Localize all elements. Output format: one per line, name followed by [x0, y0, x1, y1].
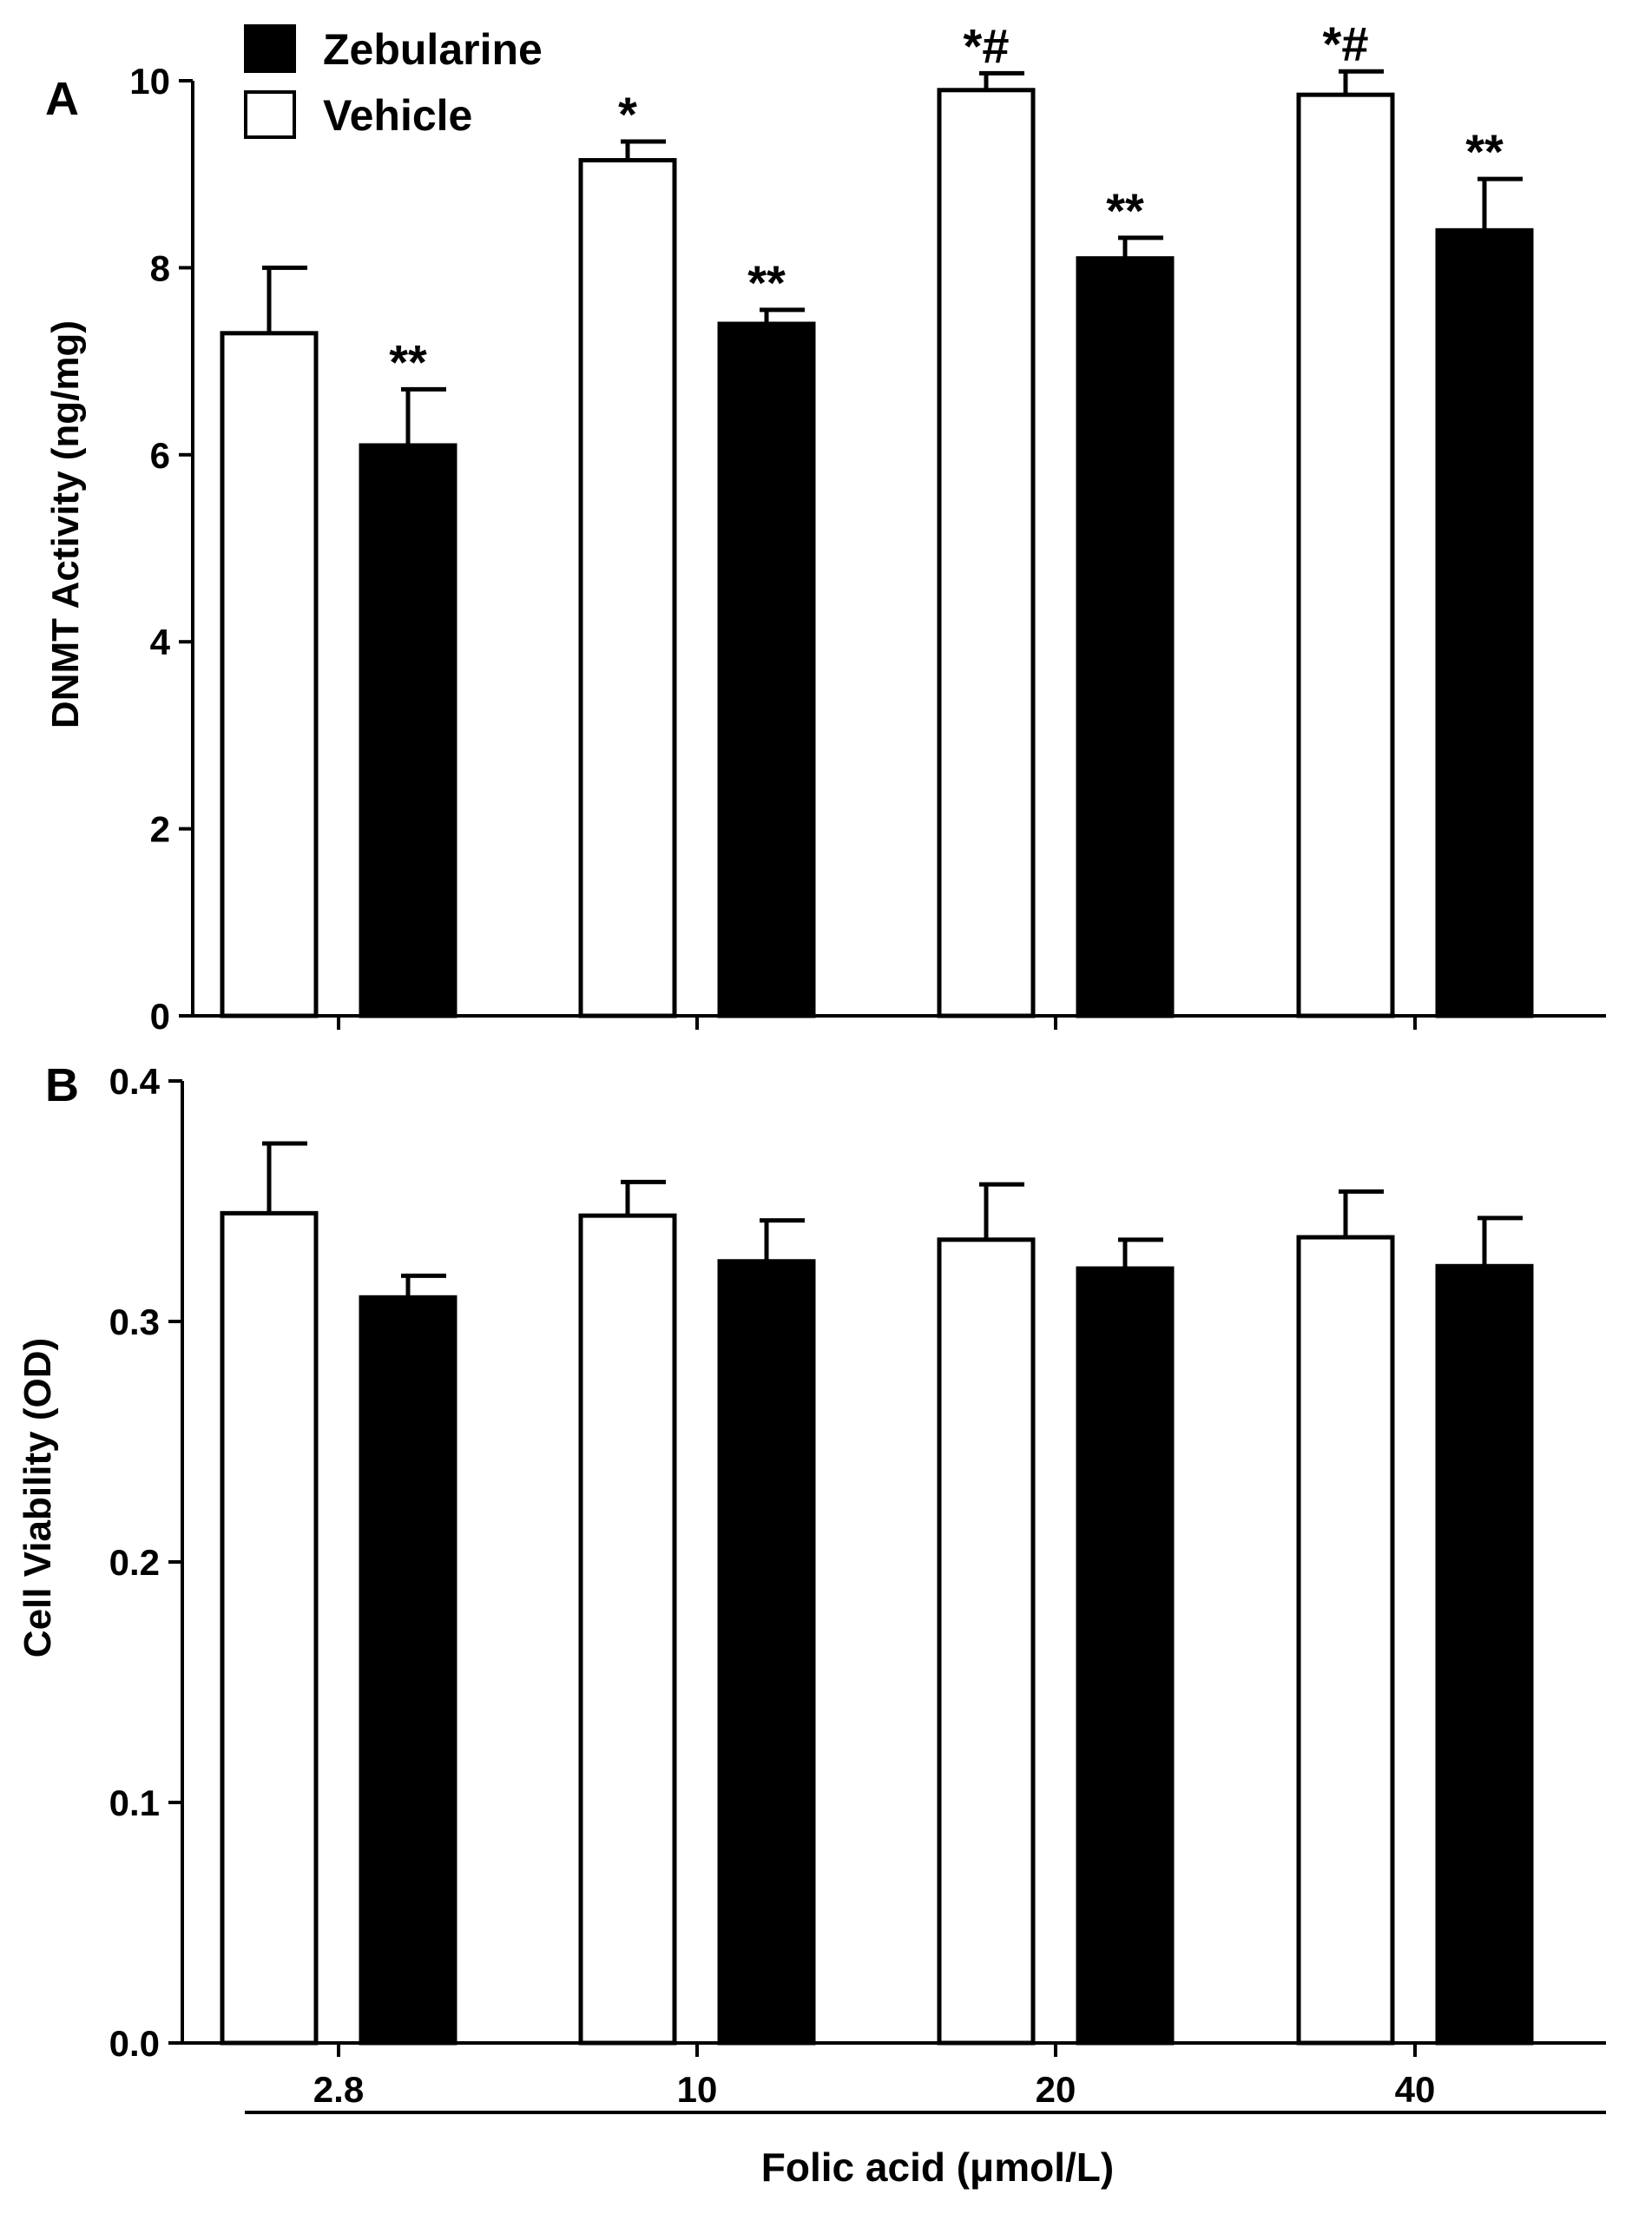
y-tick-label: 10 [129, 61, 170, 102]
significance-label: ** [1106, 183, 1144, 238]
x-tick-label: 20 [1036, 2069, 1076, 2110]
significance-label: *# [1323, 16, 1369, 71]
significance-label: ** [389, 334, 427, 389]
bar-zebularine [717, 1259, 816, 2046]
y-tick-label: 0.0 [109, 2023, 160, 2064]
bar-vehicle [937, 1237, 1036, 2046]
y-tick-label: 0.2 [109, 1542, 160, 1583]
bar-vehicle [1296, 92, 1395, 1018]
y-tick-label: 2 [150, 809, 170, 850]
x-tick-label: 2.8 [313, 2069, 364, 2110]
legend-label-vehicle: Vehicle [323, 91, 472, 140]
bar-zebularine [1076, 256, 1175, 1018]
bar-vehicle [937, 88, 1036, 1018]
panel-b-chart: 0.0 0.1 0.2 0.3 0.4 2.8 10 20 40 [109, 1061, 1606, 2110]
y-tick-label: 0.3 [109, 1301, 160, 1342]
y-tick-label: 8 [150, 247, 170, 288]
panel-letter-a: A [45, 73, 79, 125]
bar-zebularine [1435, 1263, 1534, 2046]
bar-vehicle [220, 1210, 319, 2046]
bar-vehicle [578, 1213, 677, 2046]
bar-vehicle [220, 331, 319, 1018]
significance-label: ** [1465, 124, 1504, 179]
x-axis-title: Folic acid (μmol/L) [761, 2145, 1114, 2190]
y-tick-label: 0.4 [109, 1061, 161, 1102]
legend-swatch-vehicle [244, 90, 296, 139]
legend-swatch-zebularine [244, 24, 296, 73]
y-tick-label: 6 [150, 435, 170, 476]
y-tick-label: 0 [150, 996, 170, 1037]
bar-zebularine [359, 443, 457, 1018]
x-tick-label: 40 [1395, 2069, 1436, 2110]
bar-zebularine [717, 321, 816, 1018]
panel-letter-b: B [45, 1059, 79, 1111]
significance-label: * [618, 87, 637, 142]
panel-a-chart: 0 2 4 6 8 10 * *# *# ** ** ** ** [129, 16, 1606, 1037]
y-tick-label: 4 [150, 622, 171, 662]
significance-label: *# [964, 18, 1010, 73]
bar-vehicle [1296, 1235, 1395, 2046]
legend-label-zebularine: Zebularine [323, 25, 543, 74]
legend: Zebularine Vehicle [244, 24, 543, 140]
significance-label: ** [747, 255, 786, 310]
bar-zebularine [359, 1295, 457, 2046]
x-tick-label: 10 [677, 2069, 718, 2110]
bar-zebularine [1435, 227, 1534, 1018]
bar-zebularine [1076, 1266, 1175, 2046]
bar-vehicle [578, 158, 677, 1018]
y-axis-title-a: DNMT Activity (ng/mg) [44, 320, 87, 728]
y-axis-title-b: Cell Viability (OD) [16, 1338, 59, 1657]
y-tick-label: 0.1 [109, 1782, 160, 1823]
